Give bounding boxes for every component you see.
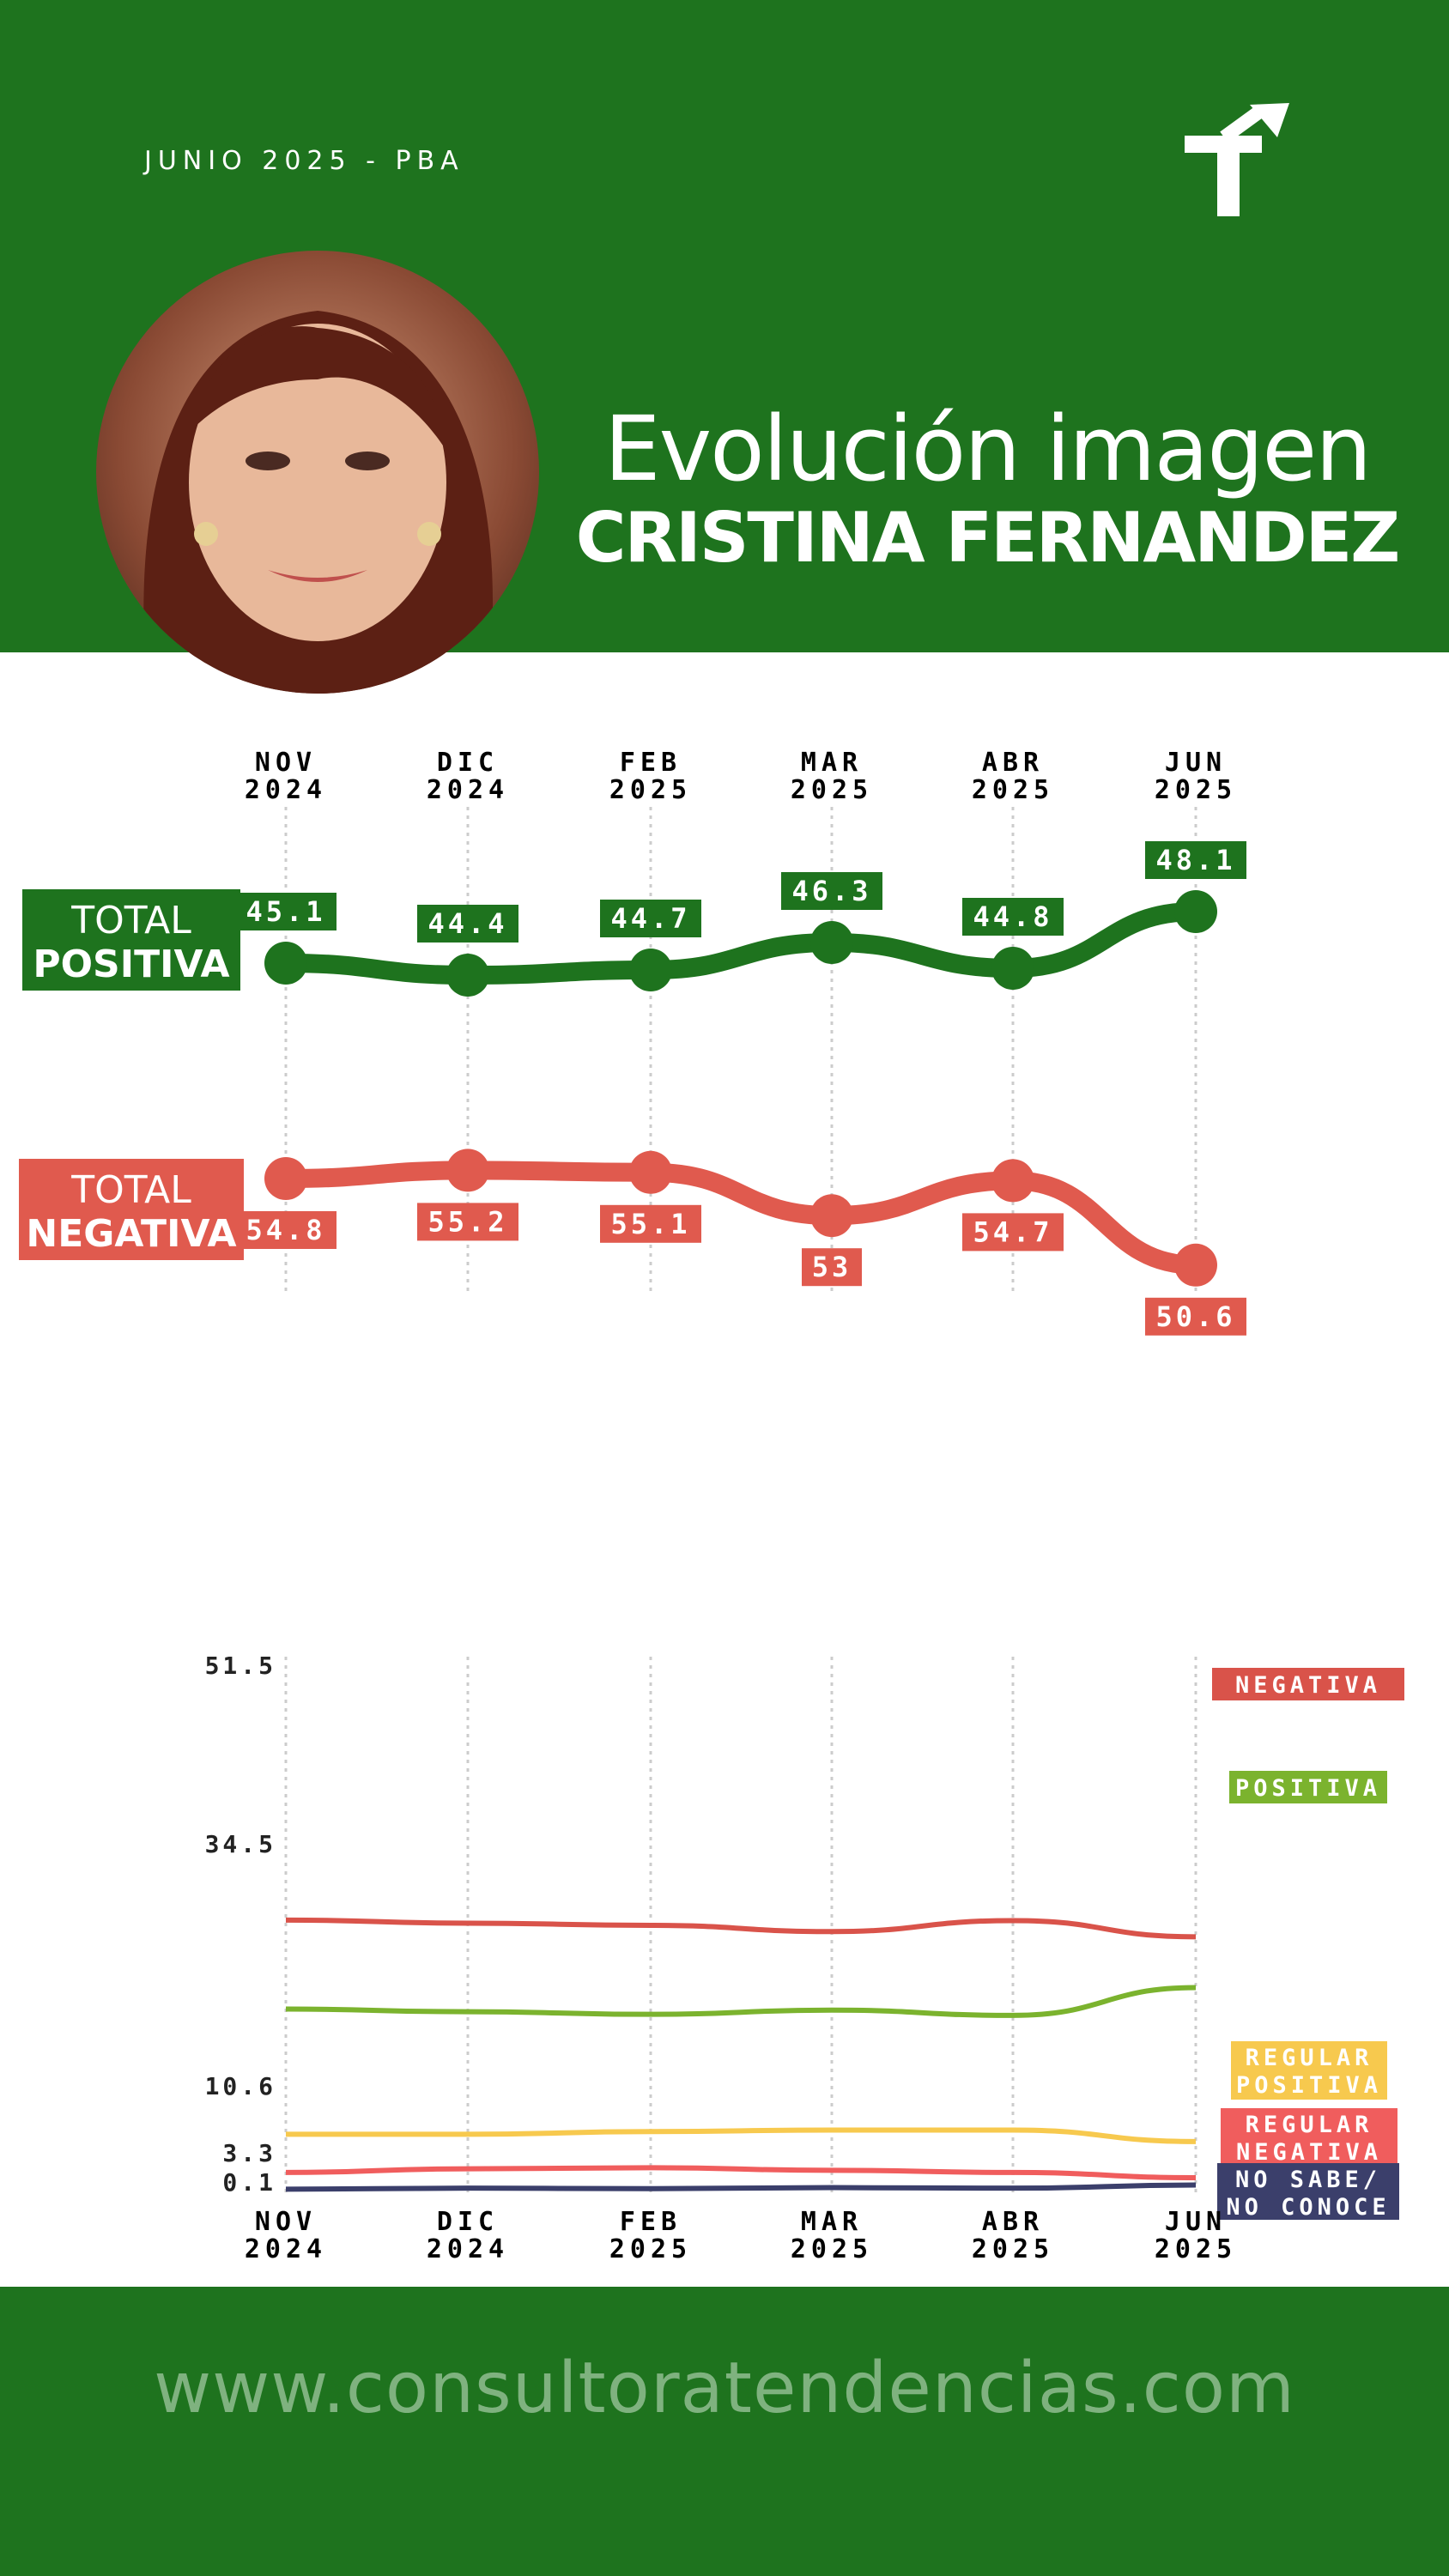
legend-label: NO CONOCE (1226, 2194, 1390, 2221)
legend-box (1217, 2163, 1399, 2220)
portrait-photo (96, 251, 539, 694)
start-value-label: 10.6 (205, 2072, 276, 2100)
data-label-box (235, 893, 336, 930)
data-label: 45.1 (246, 895, 325, 928)
month-label-bottom: MAR (801, 2207, 863, 2237)
month-year-label-bottom: 2025 (791, 2234, 873, 2264)
legend-label: REGULAR (1246, 2112, 1373, 2138)
legend-box (1221, 2108, 1397, 2167)
data-label-box (600, 1204, 701, 1243)
month-label-bottom: FEB (620, 2207, 682, 2237)
data-label: 55.1 (610, 1208, 690, 1240)
month-year-label-bottom: 2024 (427, 2234, 509, 2264)
series-label-box (19, 1159, 244, 1260)
legend-label: NO SABE/ (1235, 2167, 1381, 2193)
month-label-top: FEB (620, 748, 682, 778)
data-point (446, 1149, 489, 1192)
series-label-line-2: POSITIVA (33, 943, 229, 986)
data-label-box (802, 1248, 862, 1287)
start-value-label: 0.1 (222, 2168, 276, 2197)
data-label-box (1145, 841, 1246, 879)
website-url[interactable]: www.consultoratendencias.com (154, 2348, 1295, 2429)
month-year-label-top: 2024 (245, 775, 327, 805)
month-label-top: NOV (255, 748, 317, 778)
data-point (1174, 890, 1217, 933)
data-label: 55.2 (427, 1205, 507, 1238)
data-label-box (600, 900, 701, 937)
chart-title-line-1: Evolución imagen (603, 397, 1372, 501)
data-label-box (417, 1203, 518, 1241)
legend-label: POSITIVA (1235, 1775, 1381, 1802)
month-year-label-top: 2025 (972, 775, 1054, 805)
data-label: 54.8 (246, 1214, 325, 1246)
month-label-top: ABR (982, 748, 1044, 778)
data-label-box (962, 1213, 1064, 1252)
series-label-line-1: TOTAL (70, 1168, 191, 1212)
month-year-label-bottom: 2025 (972, 2234, 1054, 2264)
data-label: 50.6 (1155, 1300, 1235, 1333)
data-label: 53 (812, 1251, 852, 1283)
tendencias-arrow-logo-icon (1185, 103, 1289, 216)
month-year-label-bottom: 2025 (1155, 2234, 1237, 2264)
month-label-top: DIC (437, 748, 499, 778)
month-year-label-top: 2025 (609, 775, 692, 805)
data-point (810, 1194, 853, 1238)
data-point (1174, 1243, 1217, 1287)
data-point (810, 921, 853, 964)
month-year-label-bottom: 2025 (609, 2234, 692, 2264)
series-line-regular-positiva (286, 2127, 1197, 2144)
series-label-line-1: TOTAL (70, 899, 191, 943)
month-year-label-bottom: 2024 (245, 2234, 327, 2264)
legend-label: NEGATIVA (1236, 2139, 1382, 2166)
series-line-total-positiva (276, 902, 1205, 985)
data-label: 44.7 (610, 902, 690, 935)
data-label-box (1145, 1297, 1246, 1336)
series-line-negativa (285, 1917, 1197, 1940)
data-label-box (417, 905, 518, 943)
chart-title-line-2: CRISTINA FERNANDEZ (575, 498, 1401, 578)
legend-label: REGULAR (1246, 2045, 1373, 2071)
data-point (629, 1150, 672, 1194)
series-label-line-2: NEGATIVA (26, 1212, 236, 1256)
legend-box (1231, 2041, 1387, 2100)
legend-label: POSITIVA (1236, 2072, 1382, 2099)
month-label-bottom: ABR (982, 2207, 1044, 2237)
data-point (264, 942, 307, 985)
data-label-box (235, 1211, 336, 1249)
month-label-bottom: NOV (255, 2207, 317, 2237)
series-line-positiva (285, 1985, 1197, 2018)
data-label-box (781, 872, 882, 910)
series-line-regular-negativa (285, 2165, 1197, 2180)
start-value-label: 3.3 (222, 2139, 276, 2167)
month-label-top: MAR (801, 748, 863, 778)
month-year-label-top: 2024 (427, 775, 509, 805)
month-label-top: JUN (1165, 748, 1227, 778)
legend-label: NEGATIVA (1235, 1672, 1381, 1699)
month-year-label-top: 2025 (791, 775, 873, 805)
legend-box (1212, 1668, 1404, 1700)
start-value-label: 34.5 (205, 1830, 276, 1858)
month-label-bottom: JUN (1165, 2207, 1227, 2237)
legend-box (1229, 1771, 1387, 1803)
data-label-box (962, 898, 1064, 936)
month-label-bottom: DIC (437, 2207, 499, 2237)
data-point (446, 954, 489, 997)
data-point (629, 949, 672, 991)
start-value-label: 51.5 (205, 1652, 276, 1680)
data-label: 54.7 (973, 1215, 1052, 1248)
data-label: 48.1 (1155, 844, 1235, 876)
date-label: JUNIO 2025 - PBA (144, 146, 464, 176)
data-label: 44.8 (973, 900, 1052, 933)
series-line-no-sabe-no-conoce (285, 2182, 1197, 2192)
footer-band (0, 2287, 1449, 2576)
series-label-box (22, 889, 240, 991)
data-point (991, 1159, 1034, 1203)
month-year-label-top: 2025 (1155, 775, 1237, 805)
data-label: 44.4 (427, 907, 507, 940)
data-label: 46.3 (791, 875, 871, 907)
data-point (991, 947, 1034, 990)
data-point (264, 1157, 307, 1200)
